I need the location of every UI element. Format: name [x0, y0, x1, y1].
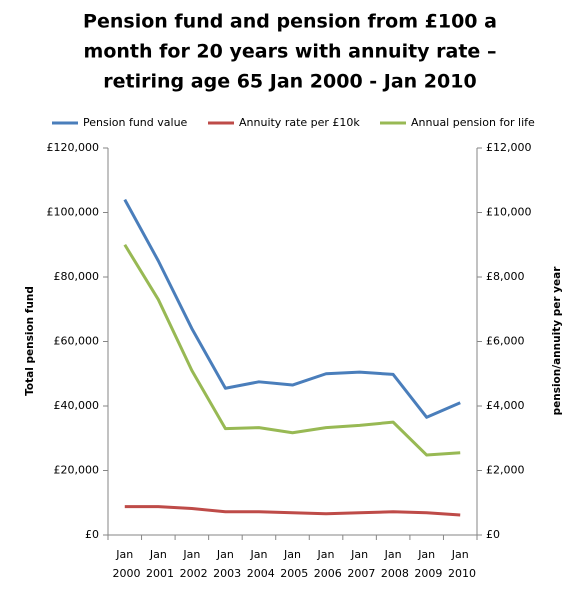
x-tick-label: Jan 2003	[210, 548, 242, 580]
series-line	[123, 198, 461, 419]
y2-tick-label: £10,000	[486, 206, 532, 219]
x-tick-label: Jan 2005	[277, 548, 309, 580]
y-tick-label: £100,000	[47, 206, 100, 219]
y-tick-label: £40,000	[54, 399, 100, 412]
legend-label: Annual pension for life	[411, 116, 535, 129]
x-tick-label: Jan 2002	[176, 548, 208, 580]
x-tick-label: Jan 2007	[344, 548, 376, 580]
y2-tick-label: £0	[486, 528, 500, 541]
x-tick-label: Jan 2000	[109, 548, 141, 580]
y-tick-label: £20,000	[54, 464, 100, 477]
legend-label: Annuity rate per £10k	[239, 116, 360, 129]
chart-title: Pension fund and pension from £100 a	[83, 11, 497, 33]
x-tick-label: Jan 2006	[310, 548, 342, 580]
y-tick-label: £80,000	[54, 270, 100, 283]
series-line	[124, 505, 461, 517]
y2-axis-label: pension/annuity per year	[551, 266, 563, 416]
y-tick-label: £120,000	[47, 141, 100, 154]
y2-tick-label: £4,000	[486, 399, 525, 412]
series-line	[123, 243, 461, 457]
y-axis-label: Total pension fund	[24, 286, 36, 396]
y-tick-label: £60,000	[54, 335, 100, 348]
chart-title: retiring age 65 Jan 2000 - Jan 2010	[103, 71, 476, 93]
x-tick-label: Jan 2001	[143, 548, 175, 580]
y2-tick-label: £8,000	[486, 270, 525, 283]
x-tick-label: Jan 2008	[377, 548, 409, 580]
y2-tick-label: £12,000	[486, 141, 532, 154]
x-tick-label: Jan 2004	[243, 548, 275, 580]
x-tick-label: Jan 2009	[411, 548, 443, 580]
x-tick-label: Jan 2010	[444, 548, 476, 580]
chart-title: month for 20 years with annuity rate –	[84, 41, 497, 63]
y2-tick-label: £6,000	[486, 335, 525, 348]
legend-label: Pension fund value	[83, 116, 188, 129]
y-tick-label: £0	[85, 528, 99, 541]
y2-tick-label: £2,000	[486, 464, 525, 477]
